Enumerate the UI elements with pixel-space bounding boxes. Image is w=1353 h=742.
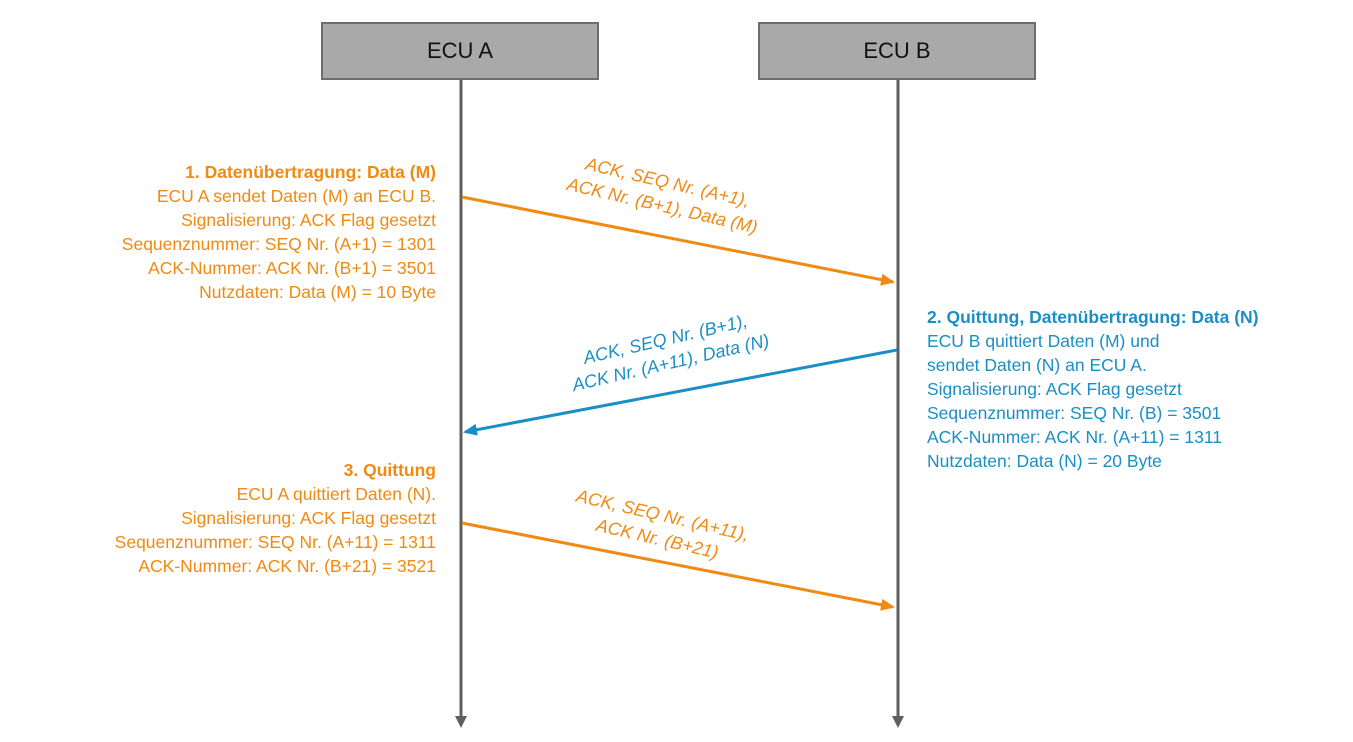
step-1-line: Sequenznummer: SEQ Nr. (A+1) = 1301 <box>121 234 436 254</box>
step-3-line: ECU A quittiert Daten (N). <box>236 484 436 504</box>
step-1-line: Signalisierung: ACK Flag gesetzt <box>181 210 436 230</box>
message-arrow-1 <box>461 195 895 286</box>
participant-ecu-b-label: ECU B <box>863 38 931 63</box>
step-2-line: ACK-Nummer: ACK Nr. (A+11) = 1311 <box>927 427 1223 447</box>
participant-ecu-b: ECU B <box>758 22 1036 80</box>
step-3-line: ACK-Nummer: ACK Nr. (B+21) = 3521 <box>138 556 436 576</box>
step-1-line: ACK-Nummer: ACK Nr. (B+1) = 3501 <box>148 258 436 278</box>
step-3-line: Signalisierung: ACK Flag gesetzt <box>181 508 436 528</box>
message-arrow-3 <box>461 521 895 611</box>
step-2-line: Sequenznummer: SEQ Nr. (B) = 3501 <box>927 403 1222 423</box>
participant-ecu-a: ECU A <box>321 22 599 80</box>
step-2-line: ECU B quittiert Daten (M) und <box>927 331 1160 351</box>
step-2-line: Signalisierung: ACK Flag gesetzt <box>927 379 1182 399</box>
step-3-heading: 3. Quittung <box>343 460 436 480</box>
step-1-line: Nutzdaten: Data (M) = 10 Byte <box>199 282 436 302</box>
step-2-line: Nutzdaten: Data (N) = 20 Byte <box>927 451 1162 471</box>
step-1-note: 1. Datenübertragung: Data (M) ECU A send… <box>122 160 436 304</box>
step-2-note: 2. Quittung, Datenübertragung: Data (N) … <box>927 305 1259 473</box>
step-3-line: Sequenznummer: SEQ Nr. (A+11) = 1311 <box>114 532 436 552</box>
message-arrow-2 <box>463 348 898 436</box>
step-2-line: sendet Daten (N) an ECU A. <box>927 355 1147 375</box>
step-2-heading: 2. Quittung, Datenübertragung: Data (N) <box>927 307 1259 327</box>
step-1-line: ECU A sendet Daten (M) an ECU B. <box>156 186 436 206</box>
participant-ecu-a-label: ECU A <box>426 38 494 63</box>
step-1-heading: 1. Datenübertragung: Data (M) <box>185 162 436 182</box>
step-3-note: 3. Quittung ECU A quittiert Daten (N). S… <box>115 458 436 578</box>
